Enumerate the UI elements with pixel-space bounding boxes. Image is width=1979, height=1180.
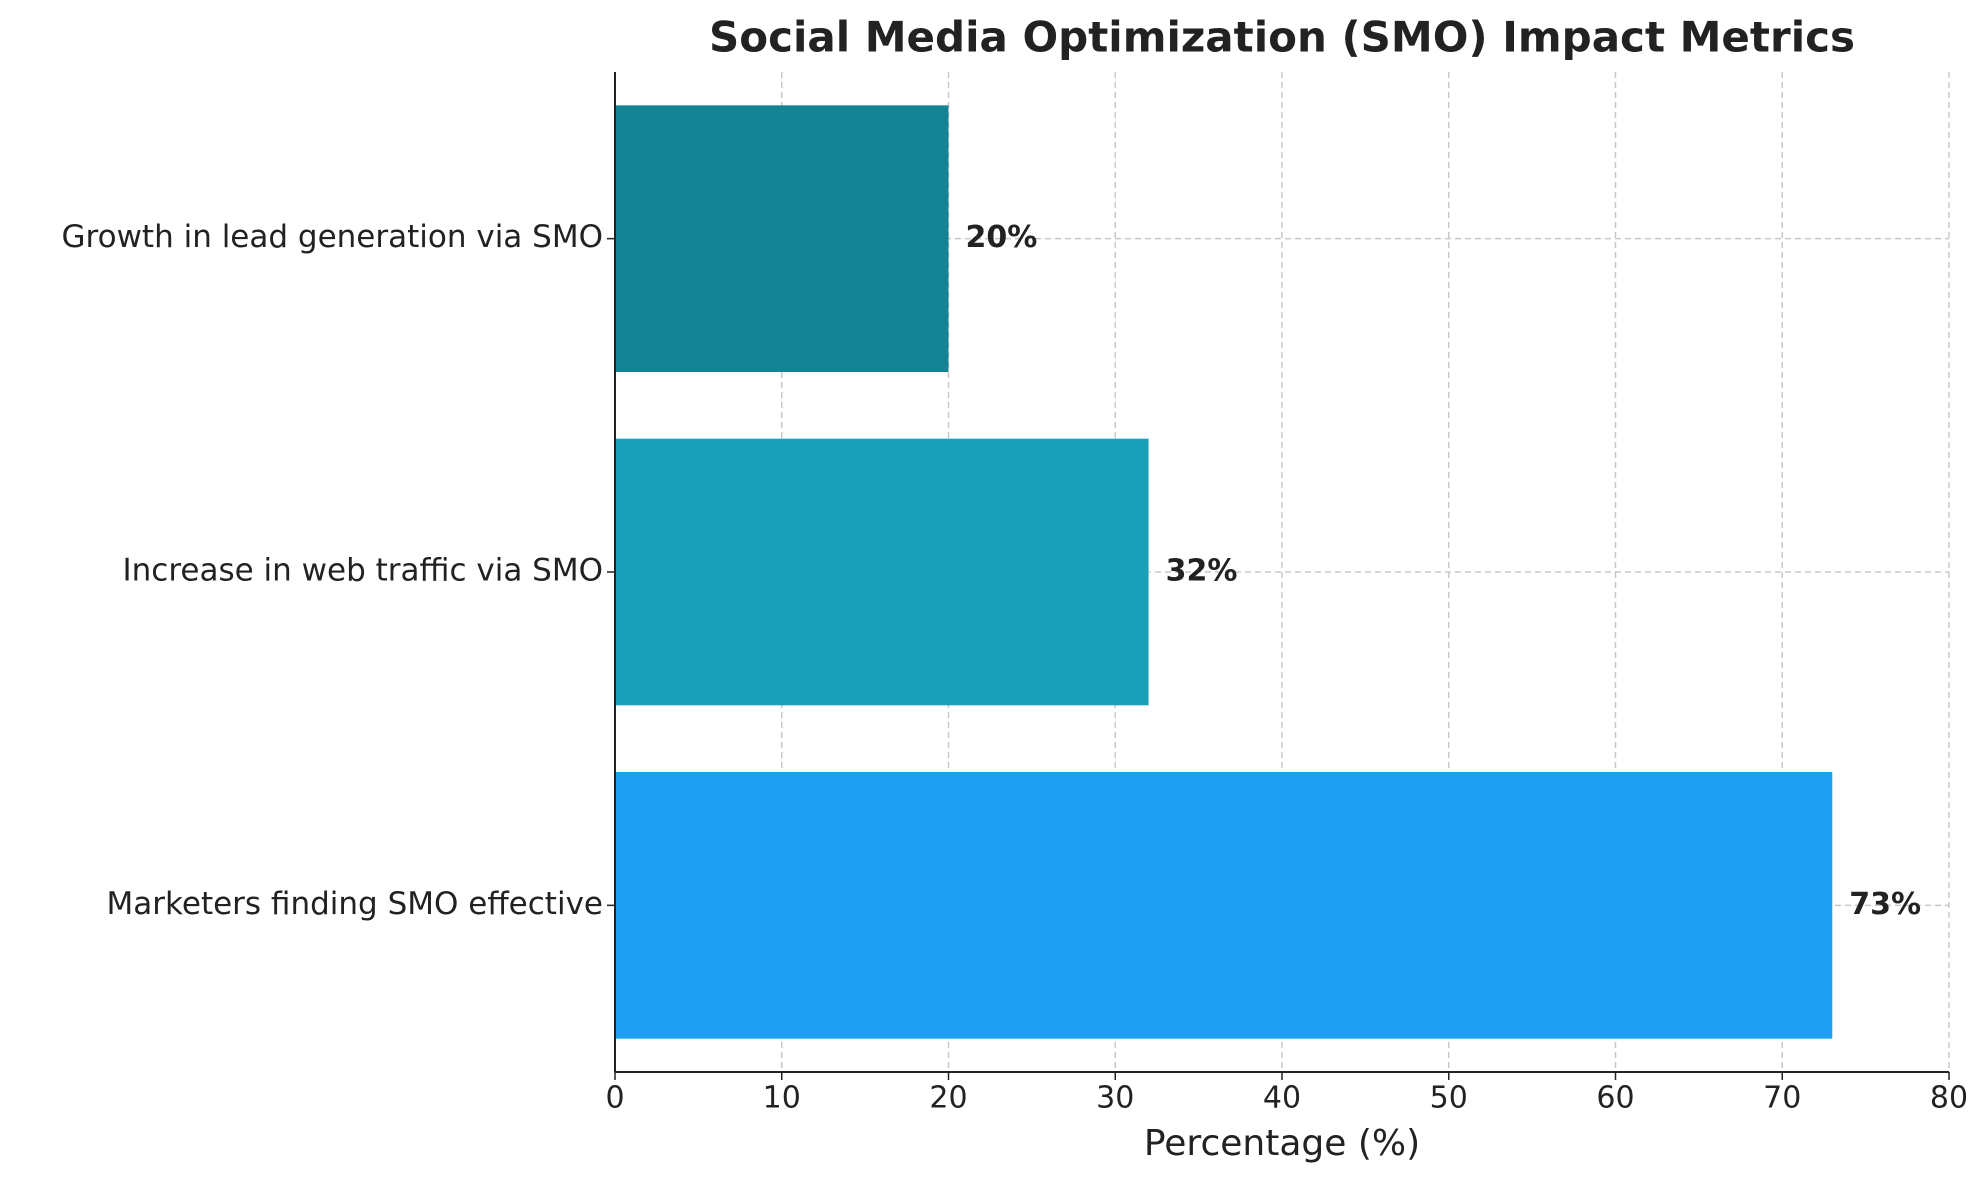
- chart-title: Social Media Optimization (SMO) Impact M…: [709, 13, 1855, 62]
- y-tick-label: Growth in lead generation via SMO: [62, 219, 603, 255]
- value-label: 20%: [966, 220, 1038, 255]
- x-tick-label: 40: [1263, 1081, 1301, 1116]
- y-tick-label: Increase in web traffic via SMO: [122, 553, 603, 589]
- x-tick-label: 30: [1096, 1081, 1134, 1116]
- x-tick-label: 10: [763, 1081, 801, 1116]
- x-tick-label: 80: [1930, 1081, 1968, 1116]
- bar: [615, 772, 1833, 1039]
- bar: [615, 105, 949, 372]
- x-tick-label: 60: [1596, 1081, 1634, 1116]
- x-tick-label: 70: [1763, 1081, 1801, 1116]
- bar: [615, 438, 1149, 706]
- value-label: 73%: [1849, 887, 1921, 922]
- value-label: 32%: [1166, 554, 1238, 589]
- x-axis-label: Percentage (%): [1144, 1123, 1420, 1164]
- x-tick-label: 0: [605, 1081, 624, 1116]
- x-tick-label: 50: [1430, 1081, 1468, 1116]
- y-tick-label: Marketers finding SMO effective: [107, 886, 603, 922]
- x-tick-label: 20: [929, 1081, 967, 1116]
